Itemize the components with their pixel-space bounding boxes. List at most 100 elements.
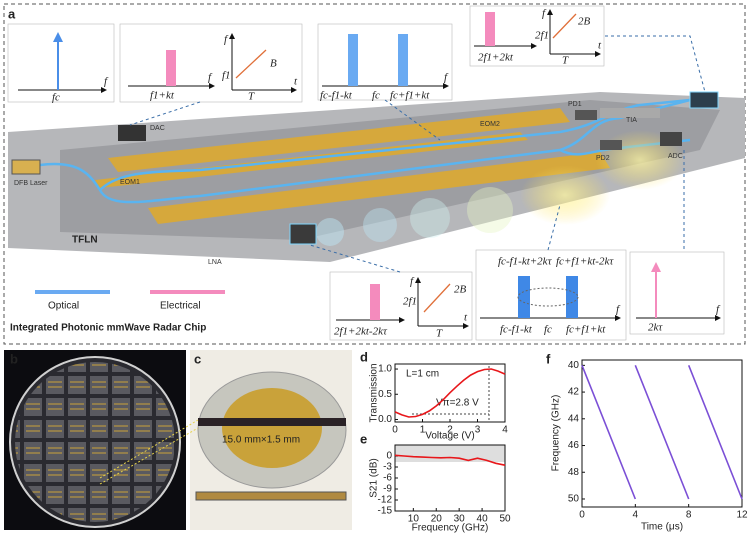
inset <box>475 249 627 341</box>
inset-label: f <box>224 34 229 46</box>
data-line <box>394 454 506 466</box>
y-tick-label: -6 <box>383 473 392 484</box>
y-tick-label: 0 <box>386 451 392 462</box>
y-axis-label: S21 (dB) <box>369 458 380 497</box>
inset-label: fc <box>372 90 380 102</box>
x-tick-label: 4 <box>633 510 639 521</box>
component-label: ADC <box>668 153 683 160</box>
inset-label: f <box>716 304 721 316</box>
inset-label: 2kτ <box>648 322 663 334</box>
output-chip <box>689 91 719 109</box>
inset-label: fc-f1-kt <box>320 90 353 102</box>
inset-label: f <box>104 76 109 88</box>
component-label: TIA <box>626 117 637 124</box>
component-label: DFB Laser <box>14 180 48 187</box>
x-tick-label: 2 <box>447 425 453 436</box>
spectrum-bar <box>398 34 408 86</box>
y-tick-label: 44 <box>568 413 580 424</box>
data-line <box>634 365 690 500</box>
x-tick-label: 0 <box>392 425 398 436</box>
inset-label: f1+kt <box>150 90 175 102</box>
x-axis-label: Time (μs) <box>641 522 683 533</box>
data-line <box>687 365 743 500</box>
x-axis-label: Voltage (V) <box>425 431 474 442</box>
inset-label: 2f1+2kt-2kτ <box>334 326 388 338</box>
panel-label: b <box>10 351 18 366</box>
spectrum-bar <box>166 50 176 86</box>
component-label: EOM2 <box>480 121 500 128</box>
inset <box>119 23 303 103</box>
component-label: LNA <box>208 259 222 266</box>
electrode <box>108 108 570 172</box>
component-label: PD1 <box>568 101 582 108</box>
legend-label: Optical <box>48 301 79 312</box>
zoom-line <box>99 419 199 485</box>
panel-label: d <box>360 349 368 364</box>
inset-label: f <box>410 276 415 288</box>
y-tick-label: 40 <box>568 360 580 371</box>
spectrum-bar <box>566 276 578 318</box>
shaded-band <box>395 445 505 462</box>
component-label: EOM1 <box>120 179 140 186</box>
inset-label: fc-f1-kt <box>500 324 533 336</box>
panel-label: c <box>194 351 201 366</box>
inset-label: B <box>270 58 277 70</box>
panel-label: e <box>360 431 367 446</box>
data-line <box>581 365 637 500</box>
y-tick-label: 0.5 <box>378 389 392 400</box>
inset-label: fc <box>544 324 552 336</box>
tia <box>600 108 660 118</box>
inset-label: f <box>208 72 213 84</box>
chip-sample <box>198 418 346 426</box>
y-axis-label: Transmission <box>369 363 380 422</box>
spectrum-bar <box>485 12 495 46</box>
inset-label: 2B <box>578 16 591 28</box>
panel-label: a <box>8 6 16 21</box>
y-tick-label: 1.0 <box>378 364 392 375</box>
inset-label: T <box>436 328 443 340</box>
inset-label: t <box>294 76 298 88</box>
y-tick-label: -15 <box>378 506 393 517</box>
y-tick-label: 46 <box>568 440 580 451</box>
connector <box>129 35 706 273</box>
arrow-head <box>53 32 63 42</box>
plot-frame <box>581 359 743 508</box>
y-tick-label: -9 <box>383 484 392 495</box>
inset <box>329 271 473 341</box>
waveguide <box>39 98 691 204</box>
inset <box>7 23 115 103</box>
spectrum-bar <box>348 34 358 86</box>
inset <box>317 23 453 101</box>
inset-label: f1 <box>222 70 231 82</box>
x-tick-label: 50 <box>499 514 511 525</box>
inset-label: fc+f1+kt <box>390 90 430 102</box>
dac-chip <box>118 125 146 141</box>
inset-label: 2f1 <box>403 296 417 308</box>
inset-label: f <box>444 72 449 84</box>
y-tick-label: 50 <box>568 494 580 505</box>
y-tick-label: 42 <box>568 387 580 398</box>
marker <box>517 287 579 307</box>
component-label: PD2 <box>596 155 610 162</box>
inset-label: fc-f1-kt+2kτ <box>498 256 553 268</box>
x-axis-label: Frequency (GHz) <box>412 523 489 533</box>
legend-swatch <box>35 290 110 294</box>
spectrum-bar <box>518 276 530 318</box>
x-tick-label: 8 <box>686 510 692 521</box>
chirp <box>235 49 267 79</box>
inset-label: t <box>598 40 602 52</box>
size-annotation: 15.0 mm×1.5 mm <box>222 435 300 446</box>
pd2 <box>600 140 622 150</box>
y-tick-label: 0.0 <box>378 414 392 425</box>
component-label: TFLN <box>72 235 98 246</box>
annotation: Vπ=2.8 V <box>436 398 479 409</box>
pd1 <box>575 110 597 120</box>
electrode <box>148 152 610 224</box>
annotation: L=1 cm <box>406 369 439 380</box>
x-tick-label: 3 <box>475 425 481 436</box>
inset-label: 2f1+2kt <box>478 52 514 64</box>
component-label: DAC <box>150 125 165 132</box>
inset-label: T <box>248 91 255 103</box>
x-tick-label: 20 <box>431 514 443 525</box>
